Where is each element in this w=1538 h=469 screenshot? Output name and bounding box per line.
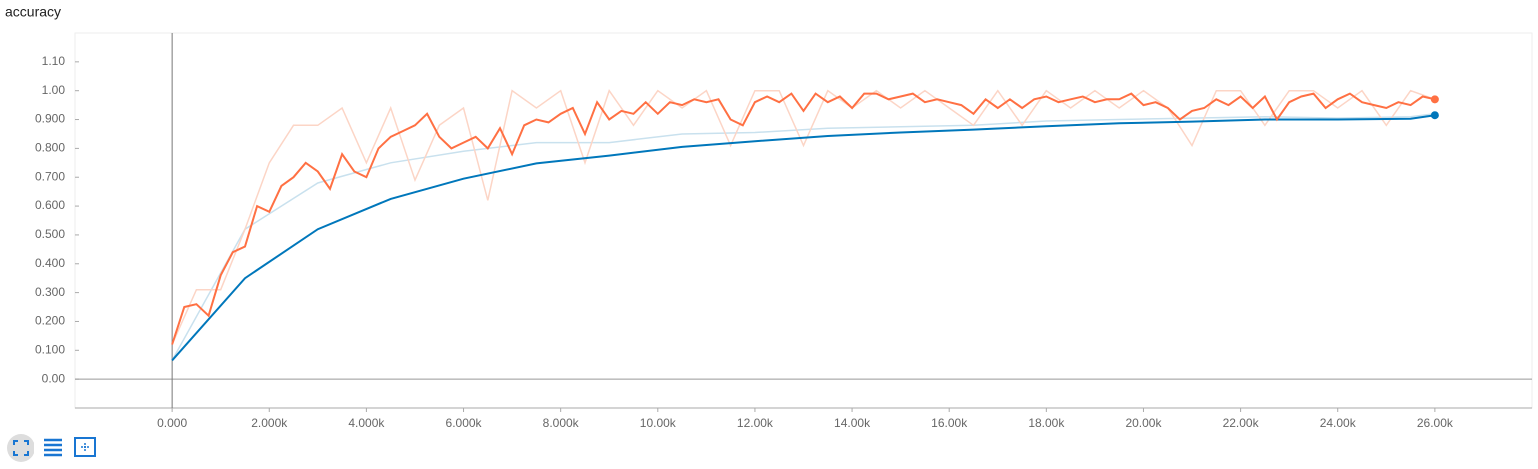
y-tick-label: 0.800 [35, 141, 65, 155]
x-tick-label: 8.000k [543, 416, 580, 430]
toggle-log-button[interactable] [40, 434, 68, 462]
x-tick-label: 12.00k [737, 416, 774, 430]
y-tick-label: 1.00 [42, 83, 66, 97]
x-tick-label: 18.00k [1028, 416, 1065, 430]
end-dot [1430, 111, 1439, 120]
x-tick-label: 4.000k [348, 416, 385, 430]
x-tick-label: 14.00k [834, 416, 871, 430]
y-tick-label: 0.600 [35, 198, 65, 212]
y-tick-label: 0.900 [35, 112, 65, 126]
y-tick-label: 0.300 [35, 285, 65, 299]
y-tick-label: 1.10 [42, 54, 66, 68]
x-tick-label: 22.00k [1223, 416, 1260, 430]
fit-domain-button[interactable] [72, 434, 100, 462]
x-tick-label: 26.00k [1417, 416, 1454, 430]
y-tick-label: 0.700 [35, 169, 65, 183]
y-tick-label: 0.200 [35, 314, 65, 328]
y-tick-label: 0.00 [42, 371, 66, 385]
y-tick-label: 0.100 [35, 342, 65, 356]
x-tick-label: 2.000k [251, 416, 288, 430]
series-line [171, 92, 1436, 345]
x-tick-label: 16.00k [931, 416, 968, 430]
chart-title: accuracy [5, 4, 61, 20]
x-tick-label: 24.00k [1320, 416, 1357, 430]
series-line [171, 113, 1435, 361]
end-dot [1430, 95, 1439, 104]
x-tick-label: 6.000k [446, 416, 483, 430]
x-tick-label: 20.00k [1125, 416, 1162, 430]
series-line [171, 89, 1436, 345]
series-line [171, 114, 1436, 362]
fullscreen-button[interactable] [6, 434, 34, 462]
y-tick-label: 0.400 [35, 256, 65, 270]
y-tick-label: 0.500 [35, 227, 65, 241]
x-tick-label: 0.000 [157, 416, 187, 430]
x-tick-label: 10.00k [640, 416, 677, 430]
plot-frame [74, 32, 1533, 409]
